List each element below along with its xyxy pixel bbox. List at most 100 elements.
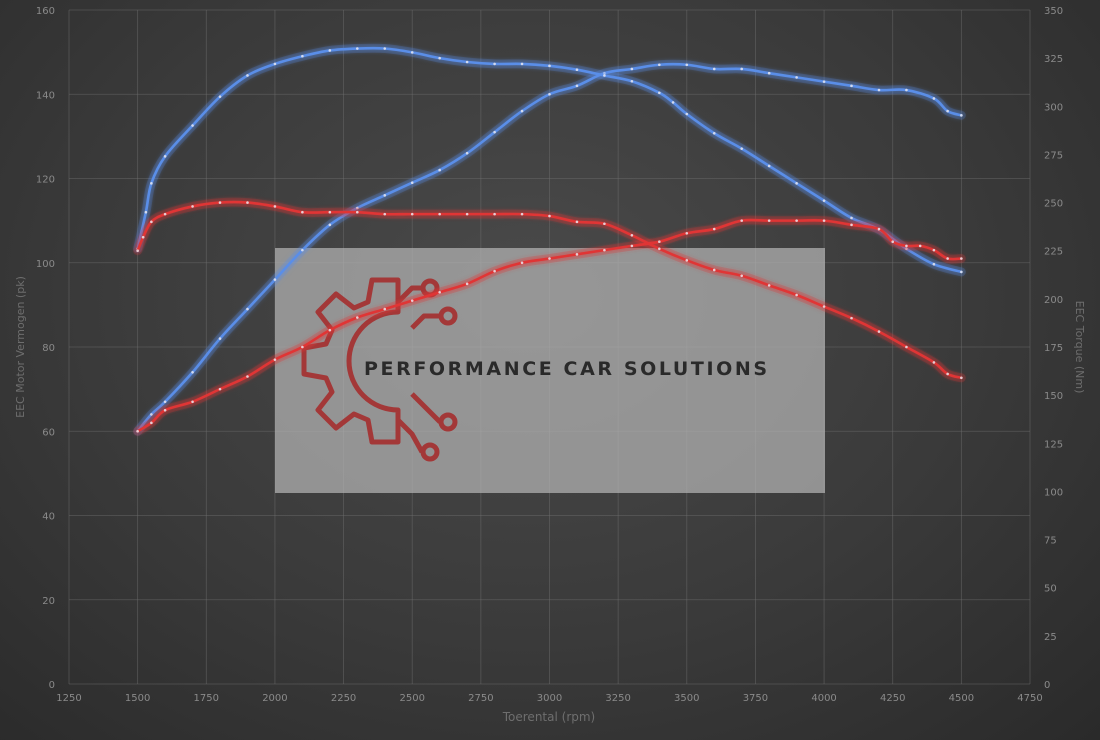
data-point: [410, 51, 414, 54]
data-point: [685, 231, 689, 235]
y-left-tick-label: 40: [42, 512, 55, 523]
data-point: [163, 400, 167, 404]
y-right-tick-label: 125: [1044, 439, 1063, 450]
data-point: [960, 114, 963, 117]
data-point: [905, 88, 908, 92]
data-point: [918, 244, 922, 248]
data-point: [163, 408, 167, 412]
data-point: [822, 305, 826, 308]
data-point: [767, 284, 771, 287]
data-point: [150, 421, 153, 425]
data-point: [740, 147, 743, 150]
data-point: [685, 63, 689, 67]
x-tick-label: 3500: [674, 693, 699, 704]
data-point: [191, 124, 194, 127]
data-point: [712, 131, 716, 135]
data-point: [630, 244, 634, 248]
data-point: [960, 257, 963, 260]
data-point: [685, 112, 689, 116]
data-point: [575, 253, 579, 256]
data-point: [850, 316, 853, 320]
x-tick-label: 1750: [194, 693, 219, 704]
data-point: [356, 316, 359, 319]
data-point: [246, 201, 249, 204]
data-point: [850, 216, 853, 220]
data-point: [438, 56, 441, 60]
x-tick-label: 2000: [262, 693, 287, 704]
data-point: [520, 109, 524, 113]
series-path: [136, 46, 963, 274]
data-point: [218, 95, 222, 98]
data-point: [493, 212, 496, 216]
y-left-tick-label: 80: [42, 343, 55, 354]
data-point: [246, 74, 249, 77]
data-point: [410, 212, 414, 216]
data-point: [150, 413, 153, 416]
data-point: [163, 155, 167, 158]
data-point: [520, 62, 524, 66]
data-point: [822, 199, 826, 202]
data-point: [891, 240, 895, 243]
x-tick-label: 2750: [468, 693, 493, 704]
data-point: [685, 259, 689, 262]
data-point: [932, 97, 936, 100]
x-axis-ticks: 1250 1500 1750 2000 2250 2500 2750 3000 3250 3500…: [56, 693, 1042, 704]
data-point: [493, 269, 496, 273]
data-point: [144, 210, 148, 214]
data-point: [932, 262, 936, 266]
x-tick-label: 4500: [949, 693, 974, 704]
data-point: [795, 219, 798, 222]
data-point: [960, 376, 963, 380]
y-axis-right-label: EEC Torque (Nm): [1073, 301, 1086, 394]
data-point: [630, 67, 634, 71]
data-point: [328, 210, 332, 214]
grid: [68, 9, 1031, 685]
x-tick-label: 2500: [399, 693, 424, 704]
y-left-tick-label: 60: [42, 427, 55, 438]
x-tick-label: 4000: [811, 693, 836, 704]
data-point: [630, 79, 634, 83]
data-point: [740, 219, 743, 222]
data-point: [740, 274, 743, 278]
data-point: [767, 219, 771, 222]
y-right-tick-label: 325: [1044, 54, 1063, 65]
data-point: [493, 62, 496, 66]
data-point: [905, 345, 908, 349]
data-point: [822, 219, 826, 222]
x-tick-label: 2250: [331, 693, 356, 704]
data-point: [163, 212, 167, 216]
y-right-tick-label: 175: [1044, 343, 1063, 354]
data-point: [575, 84, 579, 88]
data-point: [946, 372, 949, 376]
watermark-text: PERFORMANCE CAR SOLUTIONS: [364, 358, 770, 380]
data-point: [383, 307, 387, 311]
y-right-tick-label: 200: [1044, 295, 1063, 306]
y-right-tick-label: 50: [1044, 584, 1057, 595]
y-axis-left-label: EEC Motor Vermogen (pk): [14, 276, 27, 418]
y-right-tick-label: 75: [1044, 536, 1057, 547]
data-point: [712, 268, 716, 272]
x-tick-label: 1250: [56, 693, 81, 704]
data-point: [438, 212, 441, 216]
data-point: [850, 84, 853, 88]
data-point: [383, 47, 387, 50]
series-line: [133, 59, 966, 436]
y-left-tick-label: 20: [42, 596, 55, 607]
data-point: [630, 234, 634, 237]
data-point: [301, 248, 304, 252]
y-right-tick-label: 350: [1044, 6, 1063, 17]
series-line: [133, 197, 966, 383]
data-point: [301, 210, 304, 214]
data-point: [356, 47, 359, 50]
data-point: [273, 62, 277, 66]
series-path: [136, 200, 963, 380]
y-right-tick-label: 275: [1044, 150, 1063, 161]
y-right-tick-label: 0: [1044, 680, 1050, 691]
x-tick-label: 3750: [743, 693, 768, 704]
data-point: [795, 293, 798, 297]
data-point: [740, 67, 743, 71]
data-point: [548, 257, 551, 260]
data-point: [301, 345, 304, 349]
data-point: [548, 214, 551, 218]
data-point: [795, 182, 798, 185]
